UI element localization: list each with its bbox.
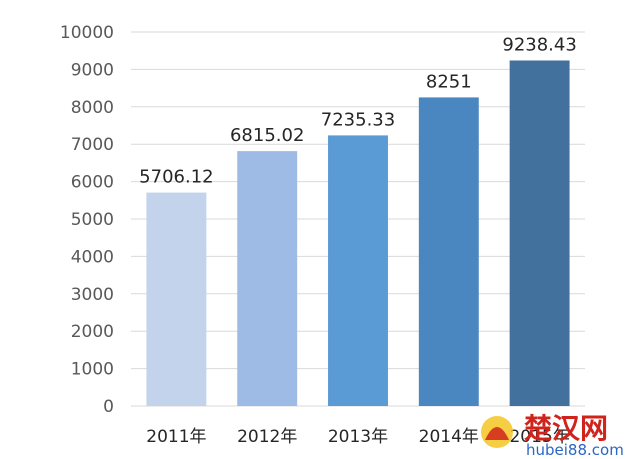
watermark-en: hubei88.com <box>526 441 624 459</box>
bar <box>237 151 298 406</box>
watermark-emblem-icon <box>481 416 513 448</box>
y-tick-label: 8000 <box>71 98 114 118</box>
y-tick-label: 4000 <box>71 247 114 267</box>
bar <box>328 135 388 406</box>
data-label: 9238.43 <box>502 34 576 55</box>
y-tick-label: 6000 <box>71 173 114 193</box>
y-tick-label: 10000 <box>60 23 114 43</box>
x-tick-label: 2014年 <box>419 427 479 447</box>
data-label: 6815.02 <box>230 125 304 146</box>
y-tick-label: 7000 <box>71 135 114 155</box>
x-tick-label: 2011年 <box>146 427 206 447</box>
y-tick-label: 5000 <box>71 210 114 230</box>
y-tick-label: 9000 <box>71 60 114 80</box>
bar <box>509 60 570 406</box>
y-tick-label: 2000 <box>71 322 114 342</box>
y-tick-label: 1000 <box>71 360 114 380</box>
data-label: 7235.33 <box>321 109 395 130</box>
watermark-logo: 楚汉网 hubei88.com <box>481 412 624 459</box>
y-tick-label: 3000 <box>71 285 114 305</box>
x-tick-label: 2013年 <box>328 427 388 447</box>
x-tick-label: 2015年 <box>509 427 569 447</box>
bar <box>418 97 479 406</box>
data-label: 5706.12 <box>139 167 213 188</box>
bars <box>146 60 570 406</box>
y-axis-tick-labels: 0 1000 2000 3000 4000 5000 6000 7000 8000 9000 100… <box>60 23 114 417</box>
watermark-cn: 楚汉网 <box>524 412 608 445</box>
x-tick-label: 2012年 <box>237 427 297 447</box>
y-tick-label: 0 <box>103 397 114 417</box>
data-labels: 5706.12 6815.02 7235.33 8251 9238.43 <box>139 34 577 187</box>
bar <box>146 192 207 406</box>
data-label: 8251 <box>426 71 472 92</box>
x-axis-tick-labels: 2011年 2012年 2013年 2014年 2015年 <box>146 427 569 447</box>
